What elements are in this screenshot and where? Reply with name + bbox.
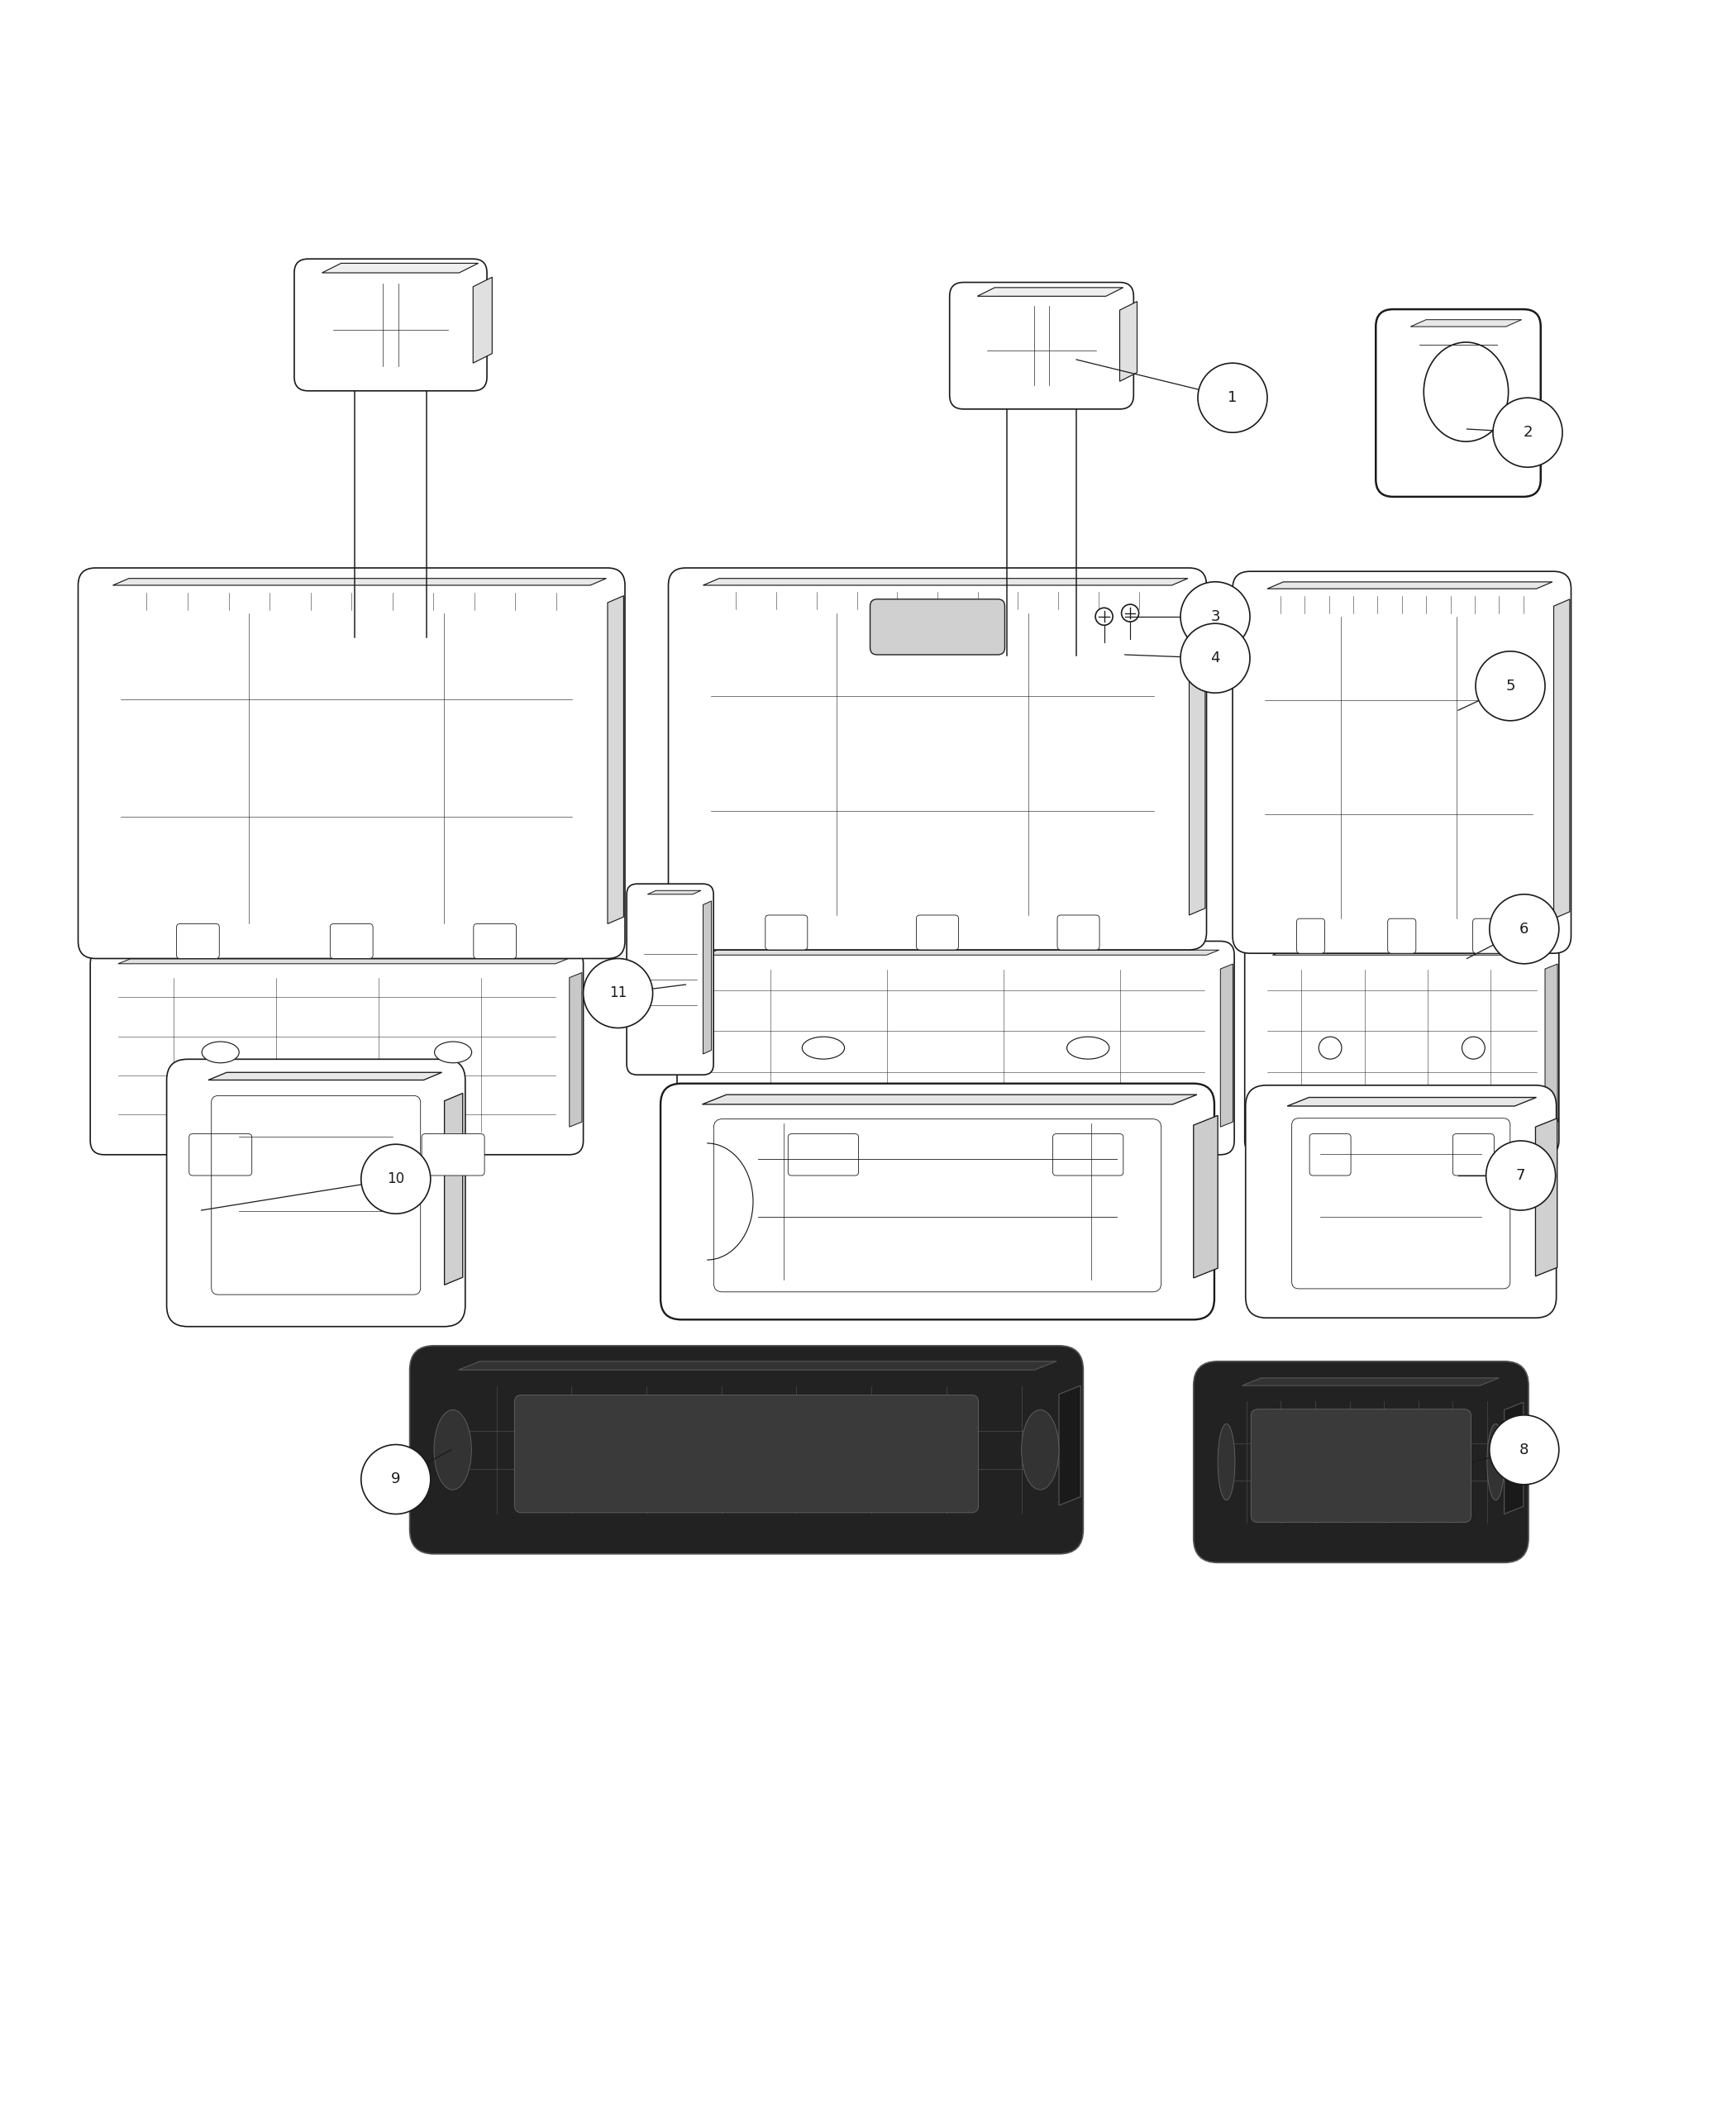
Ellipse shape [1319,1037,1342,1058]
FancyBboxPatch shape [950,282,1134,409]
Circle shape [1180,582,1250,651]
FancyBboxPatch shape [677,940,1234,1155]
Ellipse shape [434,1410,472,1490]
Polygon shape [1554,599,1569,919]
FancyBboxPatch shape [1057,915,1099,951]
Polygon shape [1545,963,1557,1128]
Text: 11: 11 [609,987,627,1001]
FancyBboxPatch shape [788,1134,859,1176]
Polygon shape [705,951,1219,955]
Polygon shape [703,900,712,1054]
Circle shape [1489,1414,1559,1484]
Polygon shape [1536,1117,1557,1275]
Ellipse shape [1068,1037,1109,1058]
FancyBboxPatch shape [410,1345,1083,1554]
FancyBboxPatch shape [78,567,625,959]
FancyBboxPatch shape [167,1058,465,1326]
FancyBboxPatch shape [293,259,486,390]
Polygon shape [1220,963,1233,1128]
Polygon shape [1243,1379,1500,1385]
FancyBboxPatch shape [1472,919,1502,953]
Ellipse shape [1219,1423,1234,1501]
Polygon shape [472,276,493,363]
Text: 1: 1 [1227,390,1238,405]
Text: 3: 3 [1210,609,1220,624]
Text: 7: 7 [1516,1168,1526,1183]
FancyBboxPatch shape [1453,1134,1495,1176]
Circle shape [1489,894,1559,963]
FancyBboxPatch shape [1194,1362,1529,1562]
FancyBboxPatch shape [330,923,373,959]
Circle shape [1198,363,1267,432]
Polygon shape [1410,320,1521,327]
FancyBboxPatch shape [1246,1086,1557,1318]
FancyBboxPatch shape [1052,1134,1123,1176]
Circle shape [1095,607,1113,626]
FancyBboxPatch shape [1297,919,1325,953]
FancyBboxPatch shape [870,599,1005,656]
Text: 2: 2 [1522,426,1533,441]
FancyBboxPatch shape [422,1134,484,1176]
Polygon shape [1120,301,1137,382]
FancyBboxPatch shape [1387,919,1417,953]
Circle shape [1486,1140,1555,1210]
Ellipse shape [201,1041,240,1062]
Text: 5: 5 [1505,679,1516,694]
Circle shape [1476,651,1545,721]
Ellipse shape [1462,1037,1484,1058]
FancyBboxPatch shape [1245,940,1559,1155]
FancyBboxPatch shape [1233,571,1571,953]
Ellipse shape [802,1037,844,1058]
FancyBboxPatch shape [668,567,1207,951]
Ellipse shape [1424,341,1509,441]
FancyBboxPatch shape [917,915,958,951]
FancyBboxPatch shape [661,1084,1215,1320]
Polygon shape [1189,597,1205,915]
Polygon shape [1059,1385,1080,1505]
Polygon shape [113,578,606,586]
Circle shape [361,1444,431,1514]
FancyBboxPatch shape [1309,1134,1351,1176]
Polygon shape [703,578,1187,586]
FancyBboxPatch shape [627,883,713,1075]
FancyBboxPatch shape [514,1395,979,1514]
Circle shape [583,959,653,1029]
Polygon shape [608,597,623,923]
Circle shape [361,1145,431,1214]
Polygon shape [458,1362,1055,1370]
Polygon shape [703,1094,1198,1105]
Polygon shape [1267,582,1552,588]
Polygon shape [569,972,582,1128]
Polygon shape [444,1094,464,1286]
Polygon shape [118,959,568,963]
Ellipse shape [434,1041,472,1062]
FancyBboxPatch shape [474,923,516,959]
FancyBboxPatch shape [90,951,583,1155]
FancyBboxPatch shape [1252,1408,1470,1522]
FancyBboxPatch shape [1375,310,1542,497]
Circle shape [1493,398,1562,468]
FancyBboxPatch shape [189,1134,252,1176]
Polygon shape [1194,1115,1219,1277]
FancyBboxPatch shape [766,915,807,951]
Ellipse shape [1488,1423,1503,1501]
Polygon shape [977,287,1123,297]
Text: 10: 10 [387,1172,404,1187]
Polygon shape [1503,1402,1524,1514]
Text: 6: 6 [1519,921,1529,936]
Text: 9: 9 [391,1471,401,1486]
Polygon shape [323,264,479,272]
Circle shape [1121,605,1139,622]
Text: 8: 8 [1519,1442,1529,1457]
FancyBboxPatch shape [177,923,219,959]
Circle shape [1180,624,1250,694]
Text: 4: 4 [1210,651,1220,666]
Ellipse shape [1021,1410,1059,1490]
Polygon shape [1288,1098,1536,1107]
Polygon shape [208,1073,443,1079]
Polygon shape [648,890,701,894]
Polygon shape [1272,951,1543,955]
